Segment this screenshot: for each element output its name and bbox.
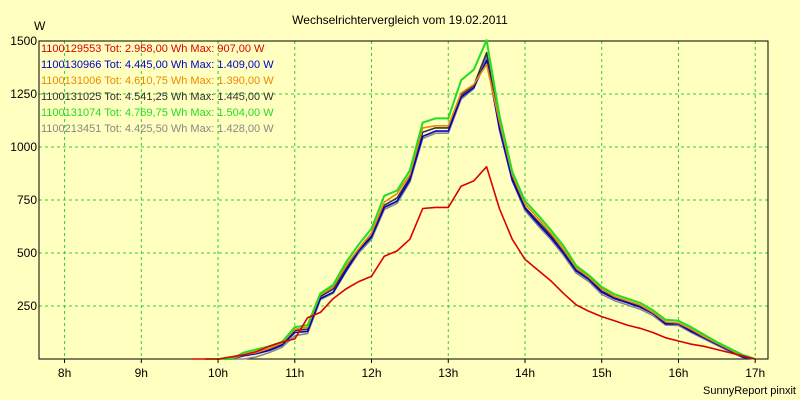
series-line-4 <box>205 39 756 360</box>
series-line-2 <box>205 63 756 360</box>
footer-credit: SunnyReport pinxit <box>703 385 796 397</box>
y-axis-unit: W <box>34 19 46 33</box>
series-line-0 <box>192 165 756 360</box>
x-tick-label: 8h <box>58 366 71 380</box>
legend-entry: 1100131025 Tot: 4.541,25 Wh Max: 1.445,0… <box>41 91 274 103</box>
y-axis-ticks: 250 500 750 1000 1250 1500 <box>10 34 37 313</box>
y-tick-label: 250 <box>17 299 37 313</box>
x-axis-ticks: 8h 9h 10h 11h 12h 13h 14h 15h 16h 17h <box>58 359 765 380</box>
legend-entry: 1100213451 Tot: 4.425,50 Wh Max: 1.428,0… <box>41 123 274 135</box>
legend-entry: 1100130966 Tot: 4.445,00 Wh Max: 1.409,0… <box>41 59 274 71</box>
x-tick-label: 13h <box>438 366 458 380</box>
y-tick-label: 500 <box>17 246 37 260</box>
x-tick-label: 11h <box>285 366 304 380</box>
legend-entry: 1100129553 Tot: 2.958,00 Wh Max: 907,00 … <box>41 43 265 55</box>
y-tick-label: 1500 <box>10 34 37 48</box>
plot-frame-layer <box>38 40 769 360</box>
x-tick-label: 10h <box>208 366 228 380</box>
x-tick-label: 12h <box>362 366 382 380</box>
plot-area <box>38 40 769 360</box>
legend: 1100129553 Tot: 2.958,00 Wh Max: 907,00 … <box>41 43 274 135</box>
grid-layer <box>39 40 768 359</box>
chart-title: Wechselrichtervergleich vom 19.02.2011 <box>292 13 508 27</box>
y-tick-label: 750 <box>17 193 37 207</box>
y-tick-label: 1000 <box>10 140 37 154</box>
series-layer <box>192 39 756 360</box>
x-tick-label: 9h <box>135 366 148 380</box>
x-tick-label: 17h <box>745 366 765 380</box>
x-tick-label: 16h <box>668 366 688 380</box>
x-tick-label: 14h <box>515 366 535 380</box>
x-tick-label: 15h <box>592 366 612 380</box>
y-tick-label: 1250 <box>10 87 37 101</box>
legend-entry: 1100131006 Tot: 4.610,75 Wh Max: 1.390,0… <box>41 75 274 87</box>
legend-entry: 1100131074 Tot: 4.769,75 Wh Max: 1.504,0… <box>41 107 274 119</box>
